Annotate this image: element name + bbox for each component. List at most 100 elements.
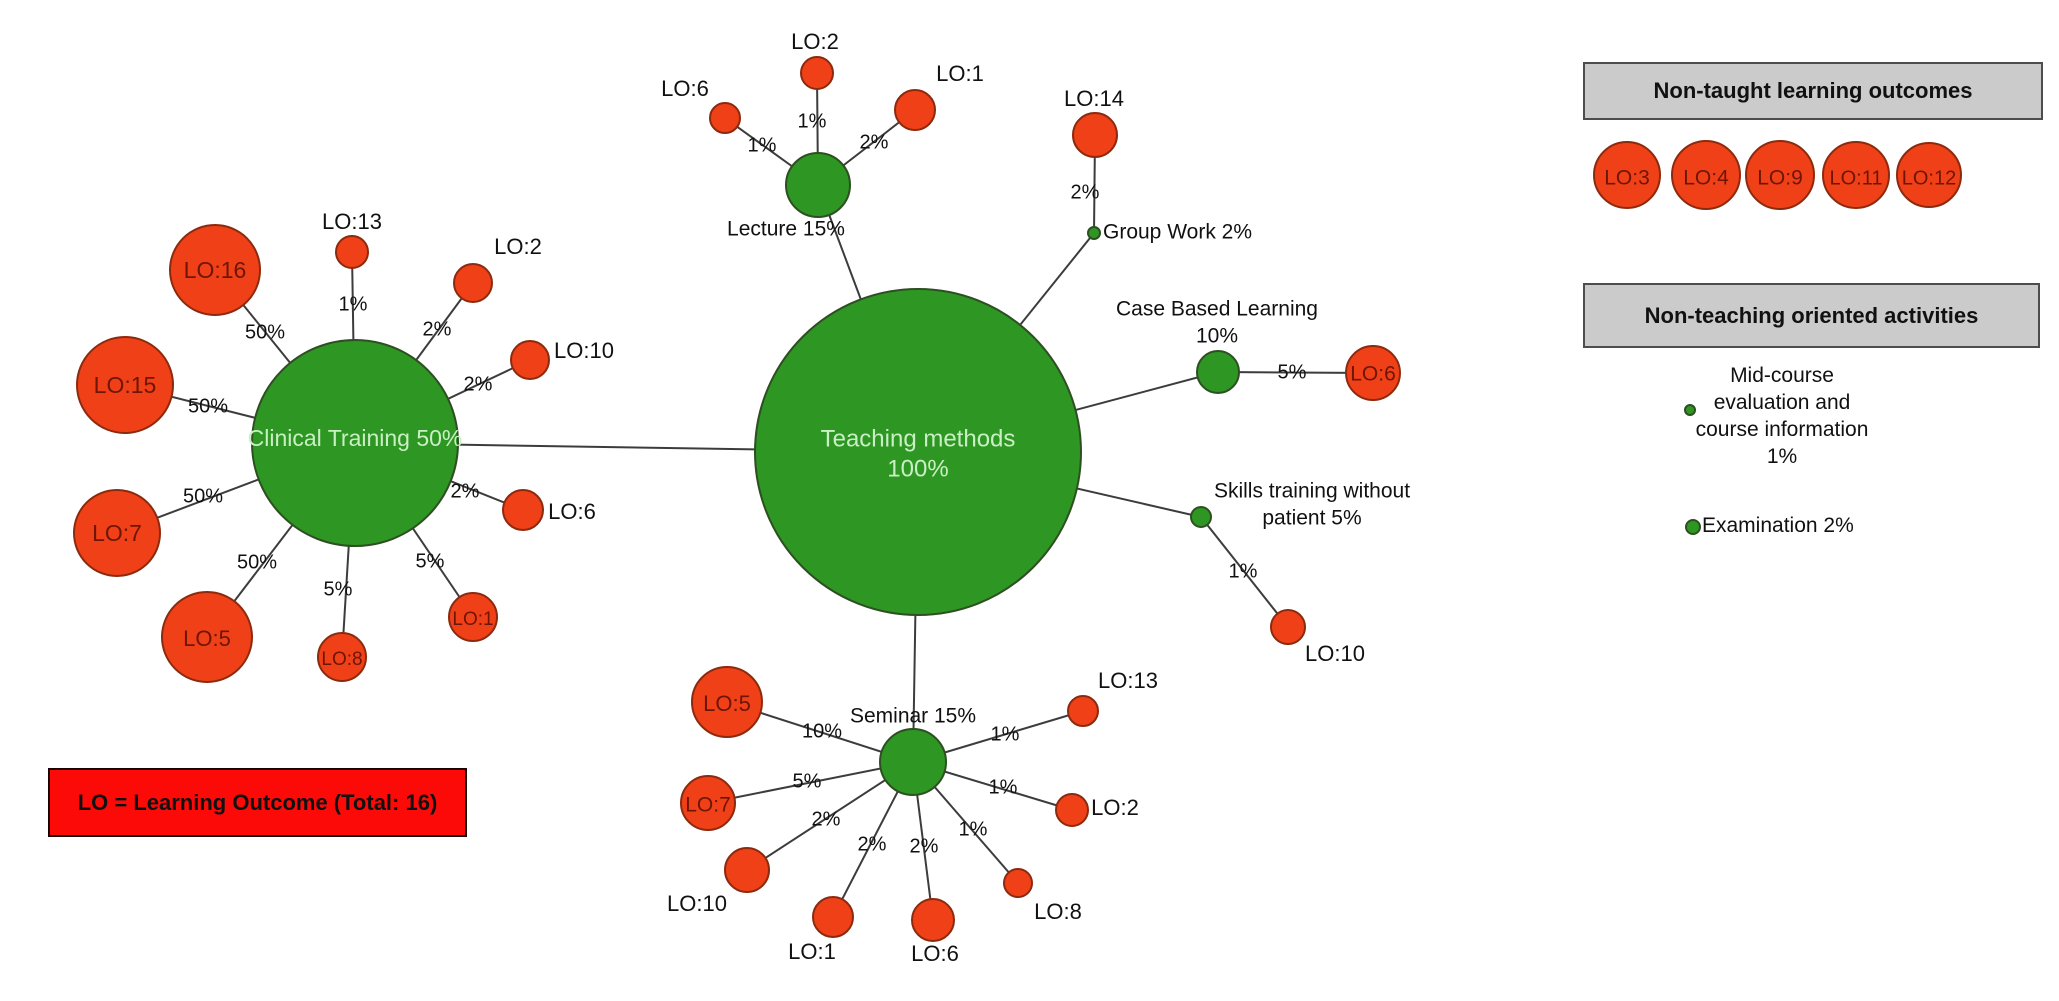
seminar-lo1-label: LO:1 <box>788 939 836 964</box>
seminar-lo7-label: LO:7 <box>685 794 731 817</box>
nontaught-lo11-label: LO:11 <box>1830 167 1883 189</box>
seminar-lo5-label: LO:5 <box>703 691 751 716</box>
pct-seminar-lo7: 5% <box>793 770 822 792</box>
examination-label: Examination 2% <box>1702 514 1854 537</box>
pct-clinical-lo8: 5% <box>324 578 353 600</box>
node-clinical-lo7 <box>73 489 161 577</box>
pct-clinical-lo16: 50% <box>245 321 285 343</box>
non-teaching-header: Non-teaching oriented activities <box>1583 283 2040 348</box>
pct-seminar-lo6: 2% <box>910 835 939 857</box>
node-seminar-lo2 <box>1055 793 1089 827</box>
non-teaching-header-label: Non-teaching oriented activities <box>1644 302 1979 328</box>
node-nontaught-lo12 <box>1896 142 1962 208</box>
clinical-lo13-label: LO:13 <box>322 209 382 234</box>
node-clinical-lo1 <box>448 592 498 642</box>
node-clinical-lo5 <box>161 591 253 683</box>
skills-label-line2: patient 5% <box>1262 507 1361 530</box>
cbl-label-line2: 10% <box>1196 325 1238 348</box>
node-seminar-lo5 <box>691 666 763 738</box>
node-clinical-training <box>251 339 459 547</box>
lo14-label: LO:14 <box>1064 86 1124 111</box>
node-skills-lo10 <box>1270 609 1306 645</box>
node-case-based-learning <box>1196 350 1240 394</box>
node-midcourse-dot <box>1684 404 1696 416</box>
seminar-label: Seminar 15% <box>850 705 976 728</box>
node-seminar-lo10 <box>724 847 770 893</box>
node-clinical-lo15 <box>76 336 174 434</box>
legend-box: LO = Learning Outcome (Total: 16) <box>48 768 467 837</box>
clinical-lo2-label: LO:2 <box>494 234 542 259</box>
pct-seminar-lo1: 2% <box>858 833 887 855</box>
node-lecture <box>785 152 851 218</box>
seminar-lo8-label: LO:8 <box>1034 899 1082 924</box>
group-work-label: Group Work 2% <box>1103 221 1252 244</box>
node-lecture-lo6 <box>709 102 741 134</box>
node-seminar-lo8 <box>1003 868 1033 898</box>
node-clinical-lo13 <box>335 235 369 269</box>
node-nontaught-lo11 <box>1822 141 1890 209</box>
lecture-lo6-label: LO:6 <box>661 76 709 101</box>
clinical-lo16-label: LO:16 <box>184 257 247 283</box>
midcourse-evaluation-label: Mid-course evaluation and course informa… <box>1662 362 1902 470</box>
legend-text: LO = Learning Outcome (Total: 16) <box>77 789 438 815</box>
node-nontaught-lo4 <box>1671 140 1741 210</box>
pct-groupwork-lo14: 2% <box>1071 181 1100 203</box>
nontaught-lo12-label: LO:12 <box>1902 167 1956 189</box>
node-nontaught-lo9 <box>1745 140 1815 210</box>
teaching-methods-pct: 100% <box>887 455 948 482</box>
pct-cbl-lo6: 5% <box>1278 361 1307 383</box>
pct-clinical-lo15: 50% <box>188 395 228 417</box>
pct-lecture-lo1: 2% <box>860 131 889 153</box>
pct-clinical-lo10: 2% <box>464 373 493 395</box>
pct-seminar-lo8: 1% <box>959 818 988 840</box>
clinical-lo6-label: LO:6 <box>548 499 596 524</box>
pct-clinical-lo7: 50% <box>183 485 223 507</box>
lecture-lo1-label: LO:1 <box>936 61 984 86</box>
seminar-lo6-label: LO:6 <box>911 941 959 966</box>
node-cbl-lo6 <box>1345 345 1401 401</box>
midcourse-line-4: 1% <box>1766 445 1798 468</box>
midcourse-line-2: evaluation and <box>1713 391 1851 414</box>
clinical-training-label: Clinical Training 50% <box>248 425 463 451</box>
clinical-lo15-label: LO:15 <box>94 372 157 398</box>
pct-lecture-lo6: 1% <box>748 134 777 156</box>
clinical-lo7-label: LO:7 <box>92 520 142 546</box>
pct-clinical-lo2: 2% <box>423 318 452 340</box>
pct-clinical-lo6: 2% <box>451 480 480 502</box>
clinical-lo10-label: LO:10 <box>554 338 614 363</box>
lecture-lo2-label: LO:2 <box>791 29 839 54</box>
pct-clinical-lo5: 50% <box>237 551 277 573</box>
pct-skills-lo10: 1% <box>1229 560 1258 582</box>
node-seminar-lo1 <box>812 896 854 938</box>
teaching-methods-label: Teaching methods <box>821 425 1016 452</box>
pct-seminar-lo10: 2% <box>812 808 841 830</box>
node-clinical-lo2 <box>453 263 493 303</box>
pct-clinical-lo13: 1% <box>339 293 368 315</box>
nontaught-lo3-label: LO:3 <box>1604 167 1650 190</box>
nontaught-lo4-label: LO:4 <box>1683 167 1729 190</box>
seminar-lo2-label: LO:2 <box>1091 795 1139 820</box>
node-skills-training-dot <box>1190 506 1212 528</box>
node-seminar-lo6 <box>911 898 955 942</box>
pct-lecture-lo2: 1% <box>798 110 827 132</box>
midcourse-line-1: Mid-course <box>1730 364 1834 387</box>
pct-seminar-lo13: 1% <box>991 723 1020 745</box>
pct-seminar-lo2: 1% <box>989 776 1018 798</box>
clinical-lo5-label: LO:5 <box>183 626 231 651</box>
node-teaching-methods <box>754 288 1082 616</box>
edge-seminar-lo7 <box>707 761 914 804</box>
pct-seminar-lo5: 10% <box>802 720 842 742</box>
node-clinical-lo6 <box>502 489 544 531</box>
lecture-label: Lecture 15% <box>727 218 845 241</box>
clinical-lo8-label: LO:8 <box>321 649 362 670</box>
node-examination-dot <box>1685 519 1701 535</box>
node-seminar <box>879 728 947 796</box>
pct-clinical-lo1: 5% <box>416 550 445 572</box>
cbl-lo6-label: LO:6 <box>1350 363 1396 386</box>
node-group-work-dot <box>1087 226 1101 240</box>
node-lo14 <box>1072 112 1118 158</box>
nontaught-lo9-label: LO:9 <box>1757 167 1803 190</box>
skills-lo10-label: LO:10 <box>1305 641 1365 666</box>
node-clinical-lo8 <box>317 632 367 682</box>
